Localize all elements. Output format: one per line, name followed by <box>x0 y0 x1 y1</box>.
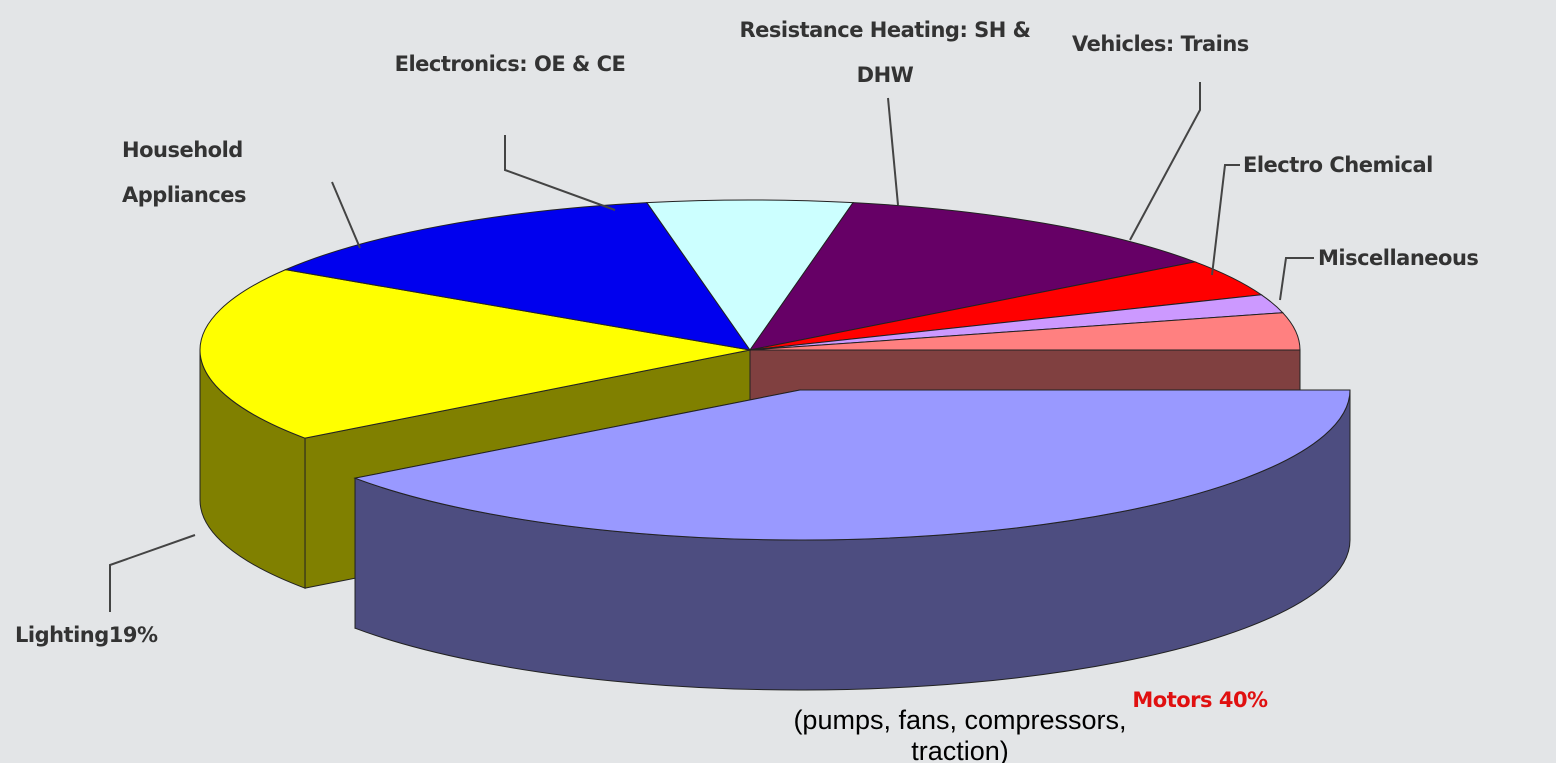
slice <box>283 202 752 351</box>
leader-line <box>1211 164 1240 276</box>
leader-line <box>331 181 361 249</box>
slice <box>199 269 751 439</box>
slice-label: Electro Chemical <box>1243 153 1433 177</box>
slice-label: Vehicles: Trains <box>1072 32 1249 56</box>
slice-label: Electronics: OE & CE <box>394 52 626 76</box>
slice <box>353 389 1351 541</box>
leader-line <box>109 534 196 612</box>
slice <box>748 202 1197 351</box>
slice-label: Lighting19% <box>15 623 158 647</box>
leader-line <box>504 135 616 211</box>
slice-label: Miscellaneous <box>1318 246 1479 270</box>
slice <box>646 199 854 351</box>
slice <box>749 312 1301 351</box>
slice-label: Motors 40% <box>1132 688 1268 712</box>
leader-line <box>1129 82 1201 241</box>
leader-line <box>1279 257 1314 301</box>
leader-line <box>887 97 899 206</box>
annotation: (pumps, fans, compressors, traction) <box>793 705 1127 763</box>
slice-label: Household Appliances <box>122 138 247 207</box>
slice-label: Resistance Heating: SH & DHW <box>739 18 1031 87</box>
